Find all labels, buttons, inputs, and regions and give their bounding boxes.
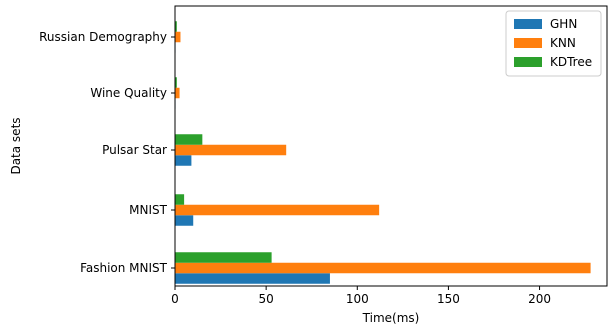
x-tick-label: 50 <box>258 292 273 306</box>
x-axis-label: Time(ms) <box>362 311 420 325</box>
y-tick-label: Wine Quality <box>90 86 167 100</box>
bar-knn-fashion-mnist <box>175 262 591 274</box>
x-axis: 0 50 100 150 200 <box>171 286 551 306</box>
y-tick-label: Fashion MNIST <box>80 261 168 275</box>
y-axis-label: Data sets <box>9 117 23 174</box>
x-tick-label: 200 <box>528 292 551 306</box>
y-axis: Fashion MNIST MNIST Pulsar Star Wine Qualit… <box>39 30 175 275</box>
y-tick-label: Pulsar Star <box>102 143 167 157</box>
bar-kdtree-russian-demography <box>175 21 177 32</box>
y-tick-label: Russian Demography <box>39 30 167 44</box>
x-tick-label: 0 <box>171 292 179 306</box>
bar-ghn-fashion-mnist <box>175 273 330 284</box>
plot-frame <box>174 5 608 287</box>
bar-kdtree-mnist <box>175 194 185 205</box>
y-tick-label: MNIST <box>129 203 167 217</box>
bar-ghn-mnist <box>175 215 194 226</box>
bar-ghn-pulsar-star <box>175 155 192 166</box>
legend-label-kdtree: KDTree <box>550 55 592 69</box>
bar-kdtree-pulsar-star <box>175 134 203 145</box>
legend-swatch-knn <box>514 38 542 48</box>
legend-swatch-kdtree <box>514 57 542 67</box>
legend-label-knn: KNN <box>550 36 576 50</box>
x-tick-label: 150 <box>437 292 460 306</box>
bar-knn-wine-quality <box>175 87 180 99</box>
bar-knn-russian-demography <box>175 31 181 43</box>
bar-kdtree-wine-quality <box>175 77 177 88</box>
bar-knn-mnist <box>175 204 380 216</box>
legend-swatch-ghn <box>514 19 542 29</box>
bars-group <box>175 21 591 284</box>
bar-kdtree-fashion-mnist <box>175 252 272 263</box>
bar-knn-pulsar-star <box>175 144 287 156</box>
x-tick-label: 100 <box>346 292 369 306</box>
legend-label-ghn: GHN <box>550 17 577 31</box>
legend: GHN KNN KDTree <box>505 10 602 77</box>
